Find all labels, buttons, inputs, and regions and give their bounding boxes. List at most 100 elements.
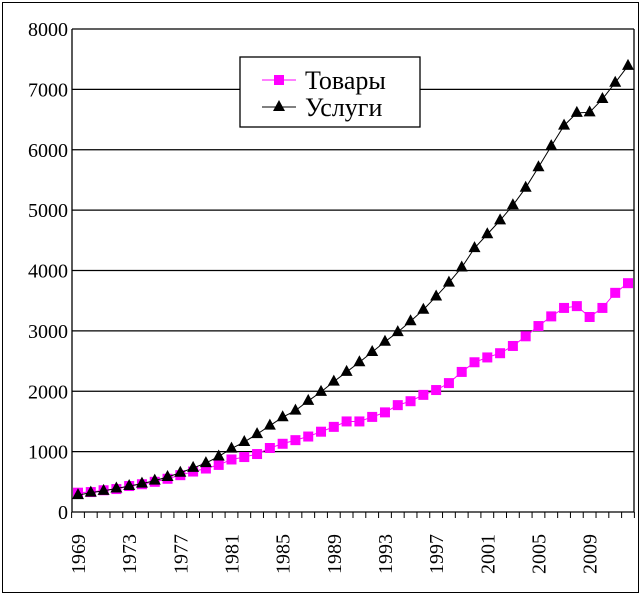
data-point-triangle xyxy=(212,449,225,461)
x-tick-label: 1989 xyxy=(324,534,346,574)
data-point-triangle xyxy=(302,393,315,405)
x-tick-label: 2009 xyxy=(580,534,602,574)
y-tick-label: 1000 xyxy=(28,442,68,464)
data-point-square xyxy=(610,287,621,298)
data-point-triangle xyxy=(327,374,340,386)
data-point-triangle xyxy=(289,403,302,415)
data-point-square xyxy=(482,352,493,363)
data-point-triangle xyxy=(442,275,455,287)
data-point-triangle xyxy=(263,418,276,430)
data-point-square xyxy=(546,311,557,322)
data-point-triangle xyxy=(391,325,404,337)
legend-label: Услуги xyxy=(305,93,382,122)
data-point-square xyxy=(367,411,378,422)
data-point-square xyxy=(213,459,224,470)
data-point-triangle xyxy=(622,58,634,70)
data-point-square xyxy=(316,426,327,437)
x-tick-label: 1981 xyxy=(221,534,243,574)
legend-box xyxy=(239,56,421,128)
data-point-triangle xyxy=(199,456,212,468)
data-point-square xyxy=(533,321,544,332)
data-point-triangle xyxy=(468,241,481,253)
data-point-triangle xyxy=(430,289,443,301)
data-point-square xyxy=(559,302,570,313)
data-point-square xyxy=(418,389,429,400)
data-point-triangle xyxy=(545,139,558,151)
y-tick-label: 2000 xyxy=(28,381,68,403)
data-point-triangle xyxy=(276,410,289,422)
data-point-triangle xyxy=(225,441,238,453)
data-point-square xyxy=(303,431,314,442)
data-point-triangle xyxy=(506,198,519,210)
data-point-square xyxy=(469,357,480,368)
data-point-triangle xyxy=(353,355,366,367)
series-line-0 xyxy=(77,282,629,494)
x-tick-label: 1977 xyxy=(170,534,192,574)
data-point-triangle xyxy=(251,427,264,439)
y-tick-label: 3000 xyxy=(28,321,68,343)
data-point-square xyxy=(431,385,442,396)
y-tick-label: 5000 xyxy=(28,200,68,222)
data-point-triangle xyxy=(84,485,97,497)
x-tick-label: 1997 xyxy=(426,534,448,574)
data-point-square xyxy=(520,331,531,342)
data-point-square xyxy=(584,311,595,322)
data-point-square xyxy=(571,301,582,312)
data-point-triangle xyxy=(583,105,596,117)
data-point-square xyxy=(200,463,211,474)
data-point-triangle xyxy=(532,160,545,172)
data-point-triangle xyxy=(340,364,353,376)
legend-triangle-icon xyxy=(273,100,285,111)
data-point-triangle xyxy=(609,75,622,87)
data-point-triangle xyxy=(366,345,379,357)
data-point-square xyxy=(623,278,633,289)
data-point-triangle xyxy=(494,213,507,225)
x-tick-label: 1985 xyxy=(273,534,295,574)
data-point-triangle xyxy=(187,460,200,472)
data-point-triangle xyxy=(417,302,430,314)
data-point-triangle xyxy=(315,384,328,396)
y-tick-label: 7000 xyxy=(28,79,68,101)
data-point-square xyxy=(341,416,352,427)
y-tick-label: 6000 xyxy=(28,140,68,162)
legend-square-icon xyxy=(274,75,284,85)
data-point-triangle xyxy=(558,118,571,130)
y-tick-label: 4000 xyxy=(28,261,68,283)
data-point-square xyxy=(328,421,339,432)
data-point-square xyxy=(507,340,518,351)
data-point-triangle xyxy=(404,314,417,326)
data-point-triangle xyxy=(570,105,583,117)
x-tick-label: 2005 xyxy=(528,534,550,574)
data-point-triangle xyxy=(596,92,609,104)
data-point-square xyxy=(392,400,403,411)
data-point-triangle xyxy=(148,473,161,485)
data-point-square xyxy=(597,302,608,313)
x-tick-label: 2001 xyxy=(477,534,499,574)
data-point-square xyxy=(226,454,237,465)
data-point-triangle xyxy=(238,434,251,446)
data-point-triangle xyxy=(378,334,391,346)
y-tick-label: 8000 xyxy=(28,19,68,41)
data-point-square xyxy=(379,407,390,418)
data-point-square xyxy=(495,348,506,359)
data-point-square xyxy=(264,443,275,454)
data-point-triangle xyxy=(481,227,494,239)
data-point-triangle xyxy=(174,465,187,477)
data-point-square xyxy=(239,452,250,463)
data-point-triangle xyxy=(72,488,84,500)
data-point-triangle xyxy=(97,483,110,495)
data-point-square xyxy=(443,378,454,389)
y-tick-label: 0 xyxy=(58,502,68,524)
data-point-square xyxy=(405,396,416,407)
data-point-triangle xyxy=(519,180,532,192)
data-point-triangle xyxy=(123,479,136,491)
data-point-triangle xyxy=(135,476,148,488)
data-point-square xyxy=(252,449,263,460)
x-tick-label: 1993 xyxy=(375,534,397,574)
data-point-triangle xyxy=(455,260,468,272)
data-point-triangle xyxy=(110,481,123,493)
series-line-1 xyxy=(77,65,629,496)
